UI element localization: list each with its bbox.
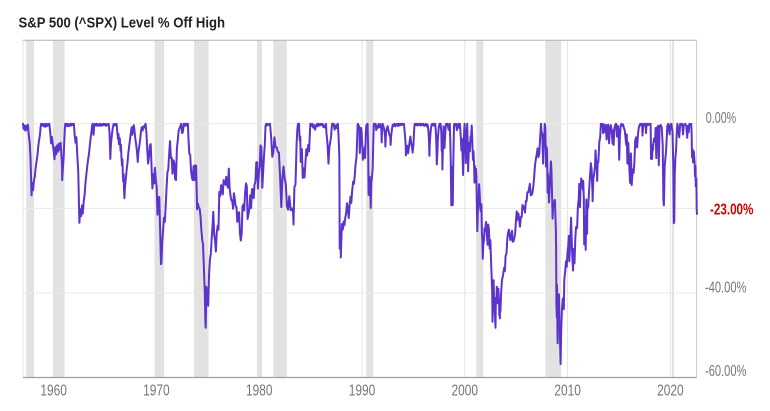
svg-text:-40.00%: -40.00% xyxy=(705,279,746,296)
svg-text:0.00%: 0.00% xyxy=(706,110,736,127)
svg-text:-60.00%: -60.00% xyxy=(705,363,746,380)
svg-text:1990: 1990 xyxy=(349,383,376,400)
svg-text:2020: 2020 xyxy=(657,383,684,400)
svg-text:1970: 1970 xyxy=(143,383,170,400)
svg-text:1980: 1980 xyxy=(246,383,273,400)
svg-text:2000: 2000 xyxy=(452,383,479,400)
svg-text:2010: 2010 xyxy=(554,383,581,400)
svg-text:S&P 500 (^SPX) Level % Off Hig: S&P 500 (^SPX) Level % Off High xyxy=(19,16,226,32)
svg-text:1960: 1960 xyxy=(40,383,67,400)
svg-text:-23.00%: -23.00% xyxy=(710,202,753,219)
